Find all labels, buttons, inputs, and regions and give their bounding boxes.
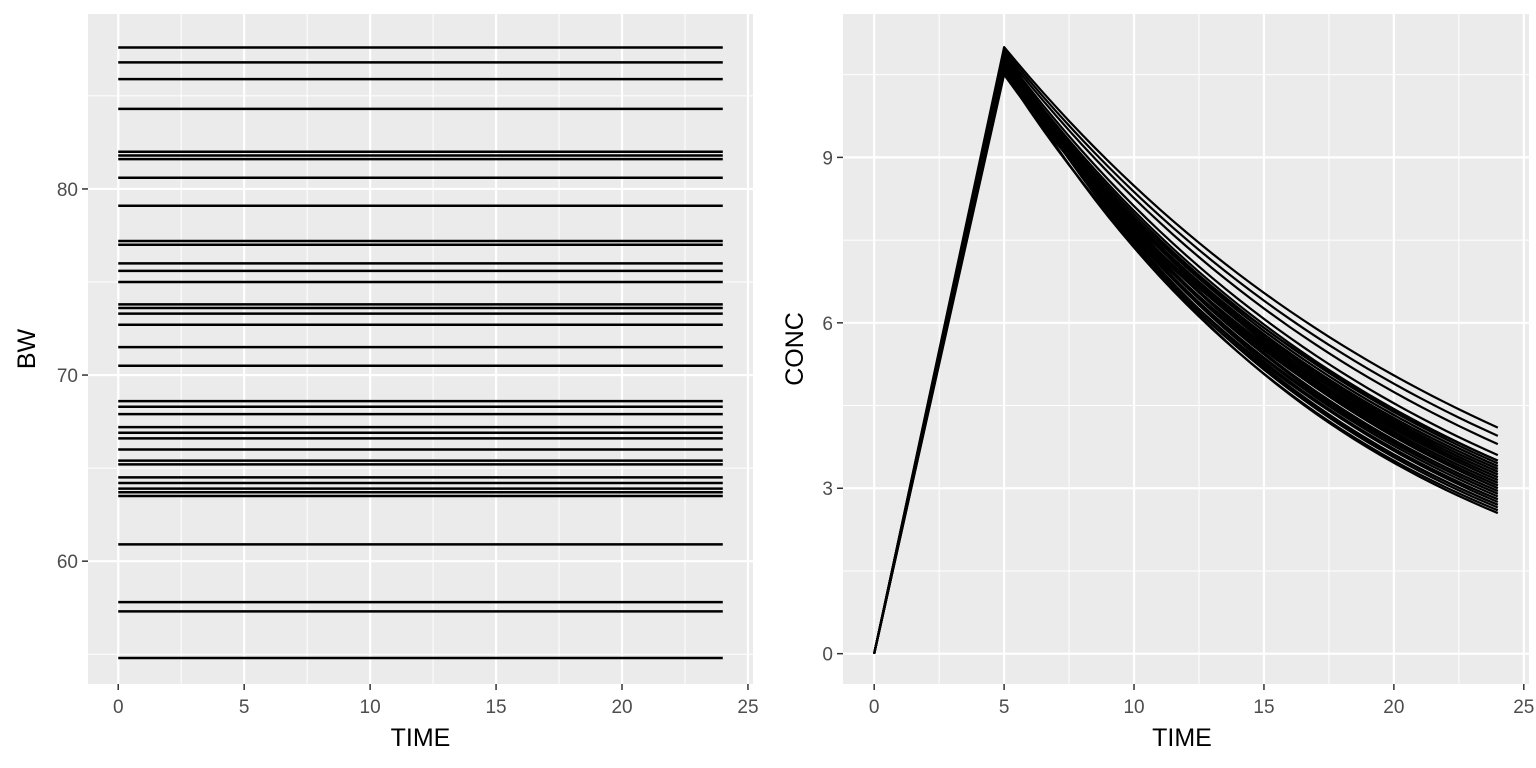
y-tick-label: 9 [822, 148, 833, 169]
panel-bw-x-axis-title: TIME [391, 724, 451, 752]
panel-bw-major-gridlines [88, 14, 753, 684]
panel-conc-y-ticks: 0 3 6 9 [822, 148, 843, 666]
y-tick-label: 60 [57, 552, 78, 573]
panel-bw-y-axis-title: BW [13, 328, 41, 369]
y-tick-label: 70 [57, 366, 78, 387]
panel-bw: 0 5 10 15 20 25 60 70 80 TIME BW [13, 14, 759, 752]
panel-conc-y-axis-title: CONC [781, 312, 809, 386]
x-tick-label: 20 [1383, 697, 1404, 718]
x-tick-label: 15 [485, 697, 506, 718]
x-tick-label: 5 [239, 697, 250, 718]
panel-bw-minor-gridlines [88, 14, 753, 684]
panel-conc-x-axis-title: TIME [1152, 724, 1212, 752]
x-tick-label: 0 [113, 697, 124, 718]
panel-conc-x-ticks: 0 5 10 15 20 25 [869, 684, 1534, 718]
series-line [873, 54, 1499, 654]
x-tick-label: 20 [611, 697, 632, 718]
series-line [873, 62, 1499, 654]
x-tick-label: 5 [999, 697, 1010, 718]
series-line [873, 45, 1499, 654]
series-line [873, 51, 1499, 654]
y-tick-label: 6 [822, 314, 833, 335]
x-tick-label: 10 [1123, 697, 1144, 718]
panel-bw-x-ticks: 0 5 10 15 20 25 [113, 684, 759, 718]
series-line [873, 57, 1499, 654]
series-line [873, 48, 1499, 654]
panel-bw-series-lines [118, 46, 723, 660]
x-tick-label: 10 [360, 697, 381, 718]
series-line [873, 57, 1499, 654]
panel-bw-y-ticks: 60 70 80 [57, 180, 88, 573]
y-tick-label: 80 [57, 180, 78, 201]
x-tick-label: 25 [1513, 697, 1534, 718]
y-tick-label: 0 [822, 645, 833, 666]
panel-conc-background [843, 14, 1529, 684]
y-tick-label: 3 [822, 479, 833, 500]
x-tick-label: 15 [1253, 697, 1274, 718]
series-line [873, 54, 1499, 654]
panel-conc: 0 5 10 15 20 25 0 3 6 9 TIME CONC [781, 14, 1534, 752]
panel-conc-series-lines [873, 45, 1499, 654]
panel-bw-background [88, 14, 753, 684]
panel-conc-major-gridlines [843, 14, 1529, 684]
x-tick-label: 0 [869, 697, 880, 718]
x-tick-label: 25 [737, 697, 758, 718]
series-line [873, 66, 1499, 654]
